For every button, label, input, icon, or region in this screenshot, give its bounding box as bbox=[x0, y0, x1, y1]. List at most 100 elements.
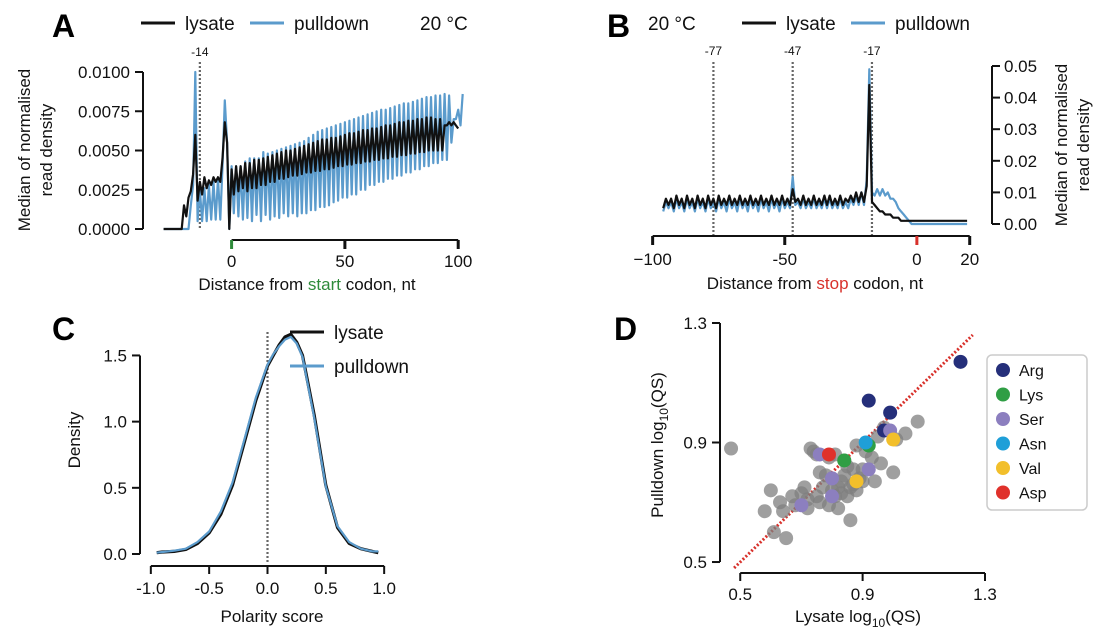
scatter-point-grey bbox=[763, 483, 778, 498]
marker-label: -47 bbox=[784, 44, 802, 58]
x-tick-label: -50 bbox=[772, 250, 797, 269]
y-tick-label: 0.0 bbox=[103, 545, 127, 564]
legend-label-val: Val bbox=[1019, 461, 1041, 478]
chart-panel-d: 0.5 0.9 1.3 0.5 0.9 1.3 Lysate log10(QS) Pulldo… bbox=[648, 314, 1088, 630]
scatter-point-ser bbox=[825, 489, 840, 504]
x-tick-label: -1.0 bbox=[136, 579, 165, 598]
scatter-point-grey bbox=[843, 513, 858, 528]
legend-lysate-label: lysate bbox=[185, 14, 235, 35]
series-line-lysate bbox=[163, 116, 460, 231]
x-axis-title: Polarity score bbox=[221, 607, 324, 626]
y-tick-label: 0.04 bbox=[1004, 89, 1037, 108]
chart-panel-c: 0.0 0.5 1.0 1.5 -1.0 -0.5 0.0 0.5 1.0 Polarity sc… bbox=[65, 323, 409, 626]
scatter-point-grey bbox=[724, 441, 739, 456]
marker-label: -14 bbox=[191, 45, 209, 59]
x-tick-label: 0.5 bbox=[314, 579, 338, 598]
panel-label-c: C bbox=[52, 311, 75, 347]
scatter-point-ser bbox=[861, 462, 876, 477]
scatter-point-arg bbox=[953, 354, 968, 369]
temperature-label: 20 °C bbox=[420, 14, 468, 35]
legend-lysate-label: lysate bbox=[334, 323, 384, 344]
scatter-point-grey bbox=[779, 531, 794, 546]
scatter-point-grey bbox=[910, 414, 925, 429]
scatter-point-val bbox=[886, 432, 901, 447]
scatter-point-arg bbox=[861, 393, 876, 408]
legend-dot-asp bbox=[996, 485, 1010, 500]
series-line-pulldown bbox=[156, 335, 379, 554]
legend-label-asp: Asp bbox=[1019, 486, 1047, 503]
scatter-point-grey bbox=[831, 501, 846, 516]
x-tick-label: -0.5 bbox=[195, 579, 224, 598]
scatter-point-grey bbox=[776, 504, 791, 519]
y-axis-title: Density bbox=[65, 411, 84, 468]
legend-pulldown-label: pulldown bbox=[294, 14, 369, 35]
x-tick-label: −100 bbox=[633, 250, 671, 269]
chart-panel-b: -77 -47 -17 0.00 0.01 0.02 0.03 0.04 0.05 −100 -50… bbox=[633, 14, 1093, 293]
series-line-lysate bbox=[662, 83, 968, 222]
x-axis-title: Distance from stop codon, nt bbox=[707, 274, 924, 293]
y-tick-label: 1.0 bbox=[103, 413, 127, 432]
marker-label: -77 bbox=[705, 44, 723, 58]
chart-panel-a: -14 0.0000 0.0025 0.0050 0.0075 0.0100 0 50 100 D… bbox=[15, 14, 472, 294]
y-tick-label: 1.5 bbox=[103, 346, 127, 365]
y-tick-label: 0.05 bbox=[1004, 57, 1037, 76]
scatter-point-grey bbox=[797, 480, 812, 495]
x-tick-label: 100 bbox=[444, 252, 472, 271]
scatter-point-grey bbox=[757, 504, 772, 519]
legend-label-asn: Asn bbox=[1019, 437, 1047, 454]
x-tick-label: 20 bbox=[960, 250, 979, 269]
x-axis-title: Distance from start codon, nt bbox=[198, 275, 416, 294]
scatter-point-ser bbox=[825, 471, 840, 486]
scatter-point-grey bbox=[886, 465, 901, 480]
temperature-label: 20 °C bbox=[648, 14, 696, 35]
legend-label-ser: Ser bbox=[1019, 412, 1045, 429]
legend-dot-asn bbox=[996, 436, 1010, 451]
marker-label: -17 bbox=[863, 44, 881, 58]
y-tick-label: 0.0100 bbox=[78, 63, 130, 82]
scatter-point-val bbox=[849, 474, 864, 489]
x-tick-label: 1.0 bbox=[372, 579, 396, 598]
scatter-point-grey bbox=[898, 426, 913, 441]
y-tick-label: 0.02 bbox=[1004, 152, 1037, 171]
y-tick-label: 0.0050 bbox=[78, 142, 130, 161]
y-axis-title-line1: Median of normalised bbox=[15, 69, 34, 232]
x-axis-title: Lysate log10(QS) bbox=[795, 607, 921, 630]
identity-diagonal bbox=[733, 333, 974, 570]
legend-dot-arg bbox=[996, 363, 1010, 377]
legend-lysate-label: lysate bbox=[786, 14, 836, 35]
panel-label-b: B bbox=[607, 8, 630, 44]
panel-label-a: A bbox=[52, 8, 75, 44]
scatter-point-grey bbox=[867, 474, 882, 489]
y-axis-title-line1: Median of normalised bbox=[1052, 64, 1071, 227]
y-axis-title-line2: read density bbox=[37, 103, 56, 196]
legend-label-arg: Arg bbox=[1019, 363, 1044, 380]
x-tick-label: 50 bbox=[335, 252, 354, 271]
legend-dot-ser bbox=[996, 412, 1010, 426]
y-tick-label: 0.0025 bbox=[78, 181, 130, 200]
x-tick-label: 0.0 bbox=[256, 579, 280, 598]
y-tick-label: 0.0075 bbox=[78, 102, 130, 121]
series-line-pulldown bbox=[163, 70, 464, 231]
scatter-point-asp bbox=[821, 447, 836, 462]
legend-box bbox=[986, 354, 1088, 511]
y-axis-title: Pulldown log10(QS) bbox=[648, 372, 671, 518]
y-tick-label: 1.3 bbox=[683, 314, 707, 333]
y-tick-label: 0.03 bbox=[1004, 120, 1037, 139]
legend-dot-lys bbox=[996, 387, 1010, 402]
y-tick-label: 0.00 bbox=[1004, 215, 1037, 234]
legend-pulldown-label: pulldown bbox=[895, 14, 970, 35]
y-tick-label: 0.5 bbox=[683, 553, 707, 572]
scatter-point-arg bbox=[883, 405, 898, 420]
y-tick-label: 0.0000 bbox=[78, 220, 130, 239]
x-tick-label: 0 bbox=[227, 252, 236, 271]
scatter-point-grey bbox=[766, 525, 781, 540]
x-tick-label: 1.3 bbox=[973, 585, 997, 604]
y-axis-title-line2: read density bbox=[1074, 98, 1093, 191]
legend-dot-val bbox=[996, 461, 1010, 475]
scatter-point-asn bbox=[858, 435, 873, 450]
y-tick-label: 0.01 bbox=[1004, 183, 1037, 202]
x-tick-label: 0.5 bbox=[728, 585, 752, 604]
x-tick-label: 0 bbox=[912, 250, 921, 269]
legend-label-lys: Lys bbox=[1019, 388, 1043, 405]
